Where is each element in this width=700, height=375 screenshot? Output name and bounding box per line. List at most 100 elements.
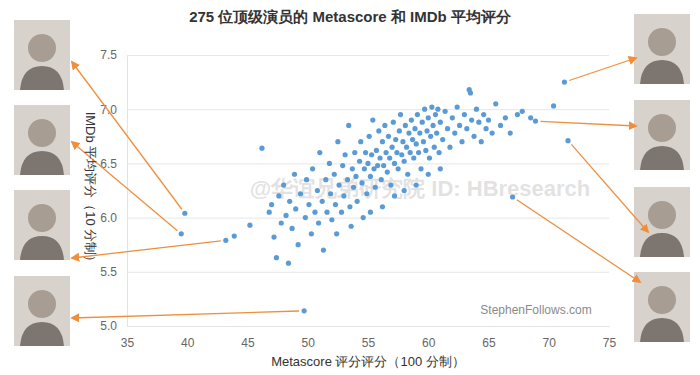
y-tick-label: 5.0 bbox=[100, 319, 117, 333]
point bbox=[420, 120, 425, 125]
photo bbox=[634, 14, 690, 84]
point bbox=[286, 261, 291, 266]
point bbox=[409, 117, 414, 122]
photo-head bbox=[648, 201, 676, 229]
point bbox=[223, 238, 228, 243]
x-tick-label: 55 bbox=[362, 336, 376, 350]
point bbox=[445, 126, 450, 131]
point bbox=[402, 188, 407, 193]
point bbox=[377, 155, 382, 160]
point bbox=[510, 194, 515, 199]
point bbox=[298, 191, 303, 196]
point bbox=[334, 231, 339, 236]
x-tick-label: 35 bbox=[121, 336, 135, 350]
point bbox=[515, 112, 520, 117]
grid-line bbox=[127, 109, 609, 110]
chart-root: @华谊兄弟研究院 ID: HBresearch5.05.56.06.57.07.… bbox=[0, 0, 700, 375]
y-tick-label: 5.5 bbox=[100, 265, 117, 279]
point bbox=[332, 172, 337, 177]
x-tick-label: 45 bbox=[241, 336, 255, 350]
arrow bbox=[540, 121, 636, 126]
point bbox=[565, 138, 570, 143]
photo-frame bbox=[634, 100, 690, 170]
chart-svg: @华谊兄弟研究院 ID: HBresearch5.05.56.06.57.07.… bbox=[0, 0, 700, 375]
photo-head bbox=[28, 290, 56, 318]
point bbox=[361, 215, 366, 220]
photo bbox=[634, 272, 690, 342]
point bbox=[450, 115, 455, 120]
point bbox=[433, 112, 438, 117]
point bbox=[393, 137, 398, 142]
point bbox=[367, 134, 372, 139]
point bbox=[438, 120, 443, 125]
y-axis-title: IMDb 平均评分（10 分制） bbox=[83, 112, 98, 269]
point bbox=[503, 115, 508, 120]
photo bbox=[14, 276, 70, 346]
point bbox=[353, 174, 358, 179]
point bbox=[405, 172, 410, 177]
point bbox=[349, 224, 354, 229]
photo-body bbox=[640, 233, 684, 257]
point bbox=[355, 199, 360, 204]
point bbox=[336, 182, 341, 187]
point bbox=[438, 166, 443, 171]
y-tick: 6.5 bbox=[100, 157, 609, 171]
point bbox=[380, 139, 385, 144]
point bbox=[340, 163, 345, 168]
point bbox=[426, 115, 431, 120]
point bbox=[476, 120, 481, 125]
point bbox=[415, 112, 420, 117]
point bbox=[352, 150, 357, 155]
photo bbox=[14, 105, 70, 175]
y-tick: 6.0 bbox=[100, 211, 609, 225]
x-tick-label: 70 bbox=[543, 336, 557, 350]
point bbox=[457, 123, 462, 128]
photo-head bbox=[28, 119, 56, 147]
point bbox=[443, 109, 448, 114]
point bbox=[327, 161, 332, 166]
y-tick: 7.5 bbox=[100, 48, 609, 62]
point bbox=[394, 150, 399, 155]
point bbox=[386, 134, 391, 139]
point bbox=[390, 145, 395, 150]
photo-head bbox=[648, 286, 676, 314]
arrow bbox=[517, 200, 640, 282]
point bbox=[283, 213, 288, 218]
x-tick: 65 bbox=[482, 326, 496, 350]
point bbox=[464, 126, 469, 131]
point bbox=[406, 130, 411, 135]
point bbox=[520, 109, 525, 114]
x-tick-label: 50 bbox=[302, 336, 316, 350]
point bbox=[364, 191, 369, 196]
point bbox=[276, 193, 281, 198]
x-tick: 70 bbox=[543, 326, 557, 350]
x-tick: 55 bbox=[362, 326, 376, 350]
point bbox=[358, 139, 363, 144]
point bbox=[459, 139, 464, 144]
point bbox=[429, 104, 434, 109]
point bbox=[471, 134, 476, 139]
point bbox=[306, 202, 311, 207]
point bbox=[440, 137, 445, 142]
point bbox=[533, 119, 538, 124]
points bbox=[179, 80, 571, 314]
point bbox=[324, 210, 329, 215]
point bbox=[369, 152, 374, 157]
photo-body bbox=[640, 60, 684, 84]
point bbox=[329, 217, 334, 222]
point bbox=[399, 152, 404, 157]
point bbox=[310, 166, 315, 171]
point bbox=[432, 145, 437, 150]
x-axis: 354045505560657075 bbox=[121, 326, 617, 350]
photo-head bbox=[648, 114, 676, 142]
point bbox=[400, 139, 405, 144]
point bbox=[315, 188, 320, 193]
point bbox=[341, 193, 346, 198]
point bbox=[289, 226, 294, 231]
point bbox=[396, 166, 401, 171]
grid-line bbox=[127, 272, 609, 273]
point bbox=[304, 177, 309, 182]
arrows bbox=[72, 58, 648, 318]
point bbox=[452, 130, 457, 135]
point bbox=[351, 185, 356, 190]
